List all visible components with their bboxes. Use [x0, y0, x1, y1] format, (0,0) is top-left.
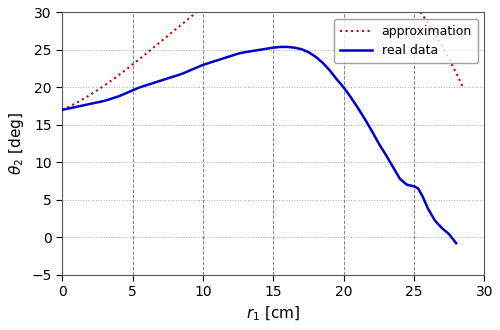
real data [453, 241, 459, 245]
real data [150, 81, 156, 85]
real data [60, 108, 66, 112]
X-axis label: $r_1$ [cm]: $r_1$ [cm] [246, 305, 300, 323]
approximation [190, 13, 196, 17]
real data [404, 183, 410, 187]
Legend: approximation, real data: approximation, real data [334, 19, 478, 63]
approximation [460, 86, 466, 90]
real data [439, 226, 445, 230]
Line: real data: real data [62, 47, 456, 243]
Line: approximation: approximation [62, 0, 463, 110]
real data [278, 45, 283, 49]
real data [362, 117, 368, 121]
real data [334, 77, 340, 81]
approximation [60, 108, 66, 112]
real data [158, 79, 164, 82]
Y-axis label: $\theta_2$ [deg]: $\theta_2$ [deg] [7, 112, 26, 175]
approximation [108, 79, 114, 83]
